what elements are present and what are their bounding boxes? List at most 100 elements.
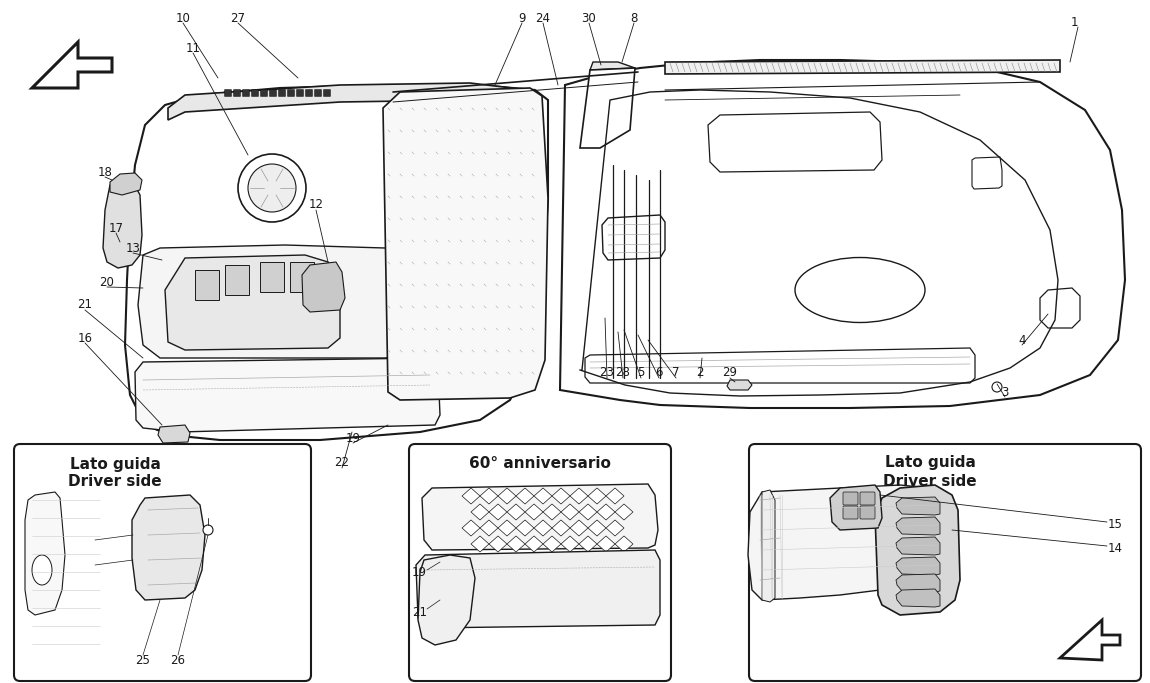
Text: 7: 7 (673, 367, 680, 380)
Polygon shape (1060, 620, 1120, 660)
Polygon shape (896, 574, 940, 592)
Text: 14: 14 (1107, 542, 1124, 555)
Text: 10: 10 (176, 12, 191, 25)
Polygon shape (422, 484, 658, 550)
Text: 4: 4 (1018, 333, 1026, 346)
Polygon shape (132, 495, 205, 600)
Polygon shape (972, 157, 1002, 189)
FancyBboxPatch shape (252, 89, 259, 96)
FancyBboxPatch shape (297, 89, 304, 96)
Ellipse shape (32, 555, 52, 585)
Polygon shape (480, 520, 498, 536)
Polygon shape (543, 504, 561, 520)
Polygon shape (507, 536, 526, 552)
Text: 13: 13 (125, 242, 140, 255)
Text: 15: 15 (1107, 518, 1122, 531)
Text: 21: 21 (77, 298, 92, 311)
Polygon shape (158, 425, 190, 443)
Ellipse shape (795, 257, 925, 322)
Polygon shape (135, 358, 440, 432)
Text: 3: 3 (1002, 385, 1009, 398)
Polygon shape (588, 520, 606, 536)
Polygon shape (578, 536, 597, 552)
Polygon shape (104, 180, 141, 268)
Text: 9: 9 (519, 12, 526, 25)
Polygon shape (302, 262, 345, 312)
Text: Driver side: Driver side (883, 473, 976, 488)
Polygon shape (290, 262, 314, 292)
Text: 5: 5 (637, 367, 645, 380)
FancyBboxPatch shape (314, 89, 322, 96)
Polygon shape (560, 60, 1125, 408)
Polygon shape (125, 85, 549, 440)
Circle shape (992, 382, 1002, 392)
Text: 18: 18 (98, 165, 113, 178)
Polygon shape (588, 488, 606, 504)
FancyBboxPatch shape (843, 506, 858, 519)
Polygon shape (462, 488, 480, 504)
Text: 30: 30 (582, 12, 597, 25)
Polygon shape (416, 550, 660, 628)
FancyBboxPatch shape (306, 89, 313, 96)
Text: 19: 19 (345, 432, 360, 445)
Text: 8: 8 (630, 12, 638, 25)
Polygon shape (472, 536, 489, 552)
Polygon shape (260, 262, 284, 292)
Text: 25: 25 (136, 654, 151, 667)
Polygon shape (534, 520, 552, 536)
Polygon shape (665, 60, 1060, 74)
Polygon shape (606, 520, 624, 536)
Text: 23: 23 (599, 367, 614, 380)
FancyBboxPatch shape (288, 89, 294, 96)
Polygon shape (580, 68, 635, 148)
Polygon shape (138, 245, 435, 358)
Polygon shape (552, 520, 570, 536)
Polygon shape (526, 504, 543, 520)
Polygon shape (727, 380, 752, 390)
Polygon shape (526, 536, 543, 552)
Polygon shape (32, 42, 112, 88)
Text: 26: 26 (170, 654, 185, 667)
Text: 29: 29 (722, 367, 737, 380)
Polygon shape (489, 536, 507, 552)
Text: 27: 27 (230, 12, 245, 25)
Polygon shape (516, 488, 534, 504)
Circle shape (238, 154, 306, 222)
Polygon shape (601, 215, 665, 260)
FancyBboxPatch shape (224, 89, 231, 96)
Circle shape (204, 525, 213, 535)
Polygon shape (110, 173, 141, 195)
Polygon shape (168, 83, 528, 120)
Text: 17: 17 (108, 221, 123, 234)
Text: 1: 1 (1071, 16, 1078, 29)
Polygon shape (383, 88, 549, 400)
Polygon shape (498, 520, 516, 536)
Polygon shape (543, 536, 561, 552)
Polygon shape (164, 255, 340, 350)
Text: 19: 19 (412, 566, 427, 579)
Polygon shape (590, 62, 635, 70)
Text: 2: 2 (696, 367, 704, 380)
Polygon shape (896, 537, 940, 555)
FancyBboxPatch shape (323, 89, 330, 96)
Text: 11: 11 (185, 42, 200, 55)
Text: 12: 12 (308, 199, 323, 212)
FancyBboxPatch shape (233, 89, 240, 96)
Text: 60° anniversario: 60° anniversario (469, 456, 611, 471)
Polygon shape (196, 270, 218, 300)
Text: 24: 24 (536, 12, 551, 25)
Polygon shape (570, 520, 588, 536)
Polygon shape (507, 504, 526, 520)
Text: Lato guida: Lato guida (69, 458, 161, 473)
FancyBboxPatch shape (261, 89, 268, 96)
FancyBboxPatch shape (843, 492, 858, 505)
Polygon shape (708, 112, 882, 172)
Polygon shape (597, 536, 615, 552)
FancyBboxPatch shape (269, 89, 276, 96)
Polygon shape (462, 520, 480, 536)
Text: 16: 16 (77, 331, 92, 344)
Text: 20: 20 (100, 275, 115, 288)
Polygon shape (830, 485, 882, 530)
Polygon shape (516, 520, 534, 536)
Polygon shape (25, 492, 66, 615)
